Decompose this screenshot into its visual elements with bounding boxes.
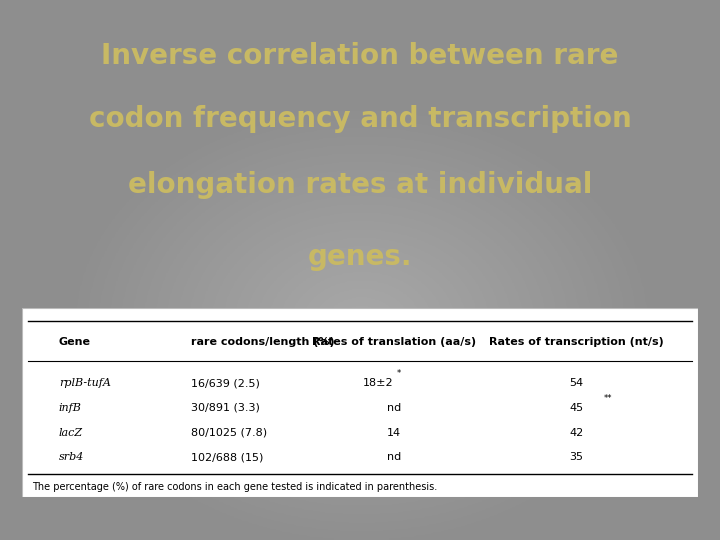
Text: 30/891 (3.3): 30/891 (3.3): [191, 403, 260, 413]
FancyBboxPatch shape: [22, 308, 698, 497]
Text: rare codons/length (%): rare codons/length (%): [191, 337, 334, 347]
Text: Rates of translation (aa/s): Rates of translation (aa/s): [312, 337, 476, 347]
Text: 80/1025 (7.8): 80/1025 (7.8): [191, 428, 267, 437]
Text: elongation rates at individual: elongation rates at individual: [128, 171, 592, 199]
Text: Rates of transcription (nt/s): Rates of transcription (nt/s): [489, 337, 664, 347]
Text: lacZ: lacZ: [59, 428, 83, 437]
Text: 35: 35: [570, 452, 584, 462]
Text: 16/639 (2.5): 16/639 (2.5): [191, 379, 260, 388]
Text: nd: nd: [387, 452, 401, 462]
Text: 102/688 (15): 102/688 (15): [191, 452, 264, 462]
Text: *: *: [397, 369, 402, 379]
Text: **: **: [603, 394, 612, 403]
Text: The percentage (%) of rare codons in each gene tested is indicated in parenthesi: The percentage (%) of rare codons in eac…: [32, 482, 437, 492]
Text: 18±2: 18±2: [363, 379, 394, 388]
Text: 45: 45: [570, 403, 584, 413]
Text: Gene: Gene: [59, 337, 91, 347]
Text: srb4: srb4: [59, 452, 84, 462]
Text: Inverse correlation between rare: Inverse correlation between rare: [102, 42, 618, 70]
Text: nd: nd: [387, 403, 401, 413]
Text: rplB-tufA: rplB-tufA: [59, 379, 111, 388]
Text: infB: infB: [59, 403, 81, 413]
Text: 54: 54: [570, 379, 584, 388]
Text: 14: 14: [387, 428, 401, 437]
Text: codon frequency and transcription: codon frequency and transcription: [89, 105, 631, 133]
Text: genes.: genes.: [307, 243, 413, 271]
Text: 42: 42: [570, 428, 584, 437]
